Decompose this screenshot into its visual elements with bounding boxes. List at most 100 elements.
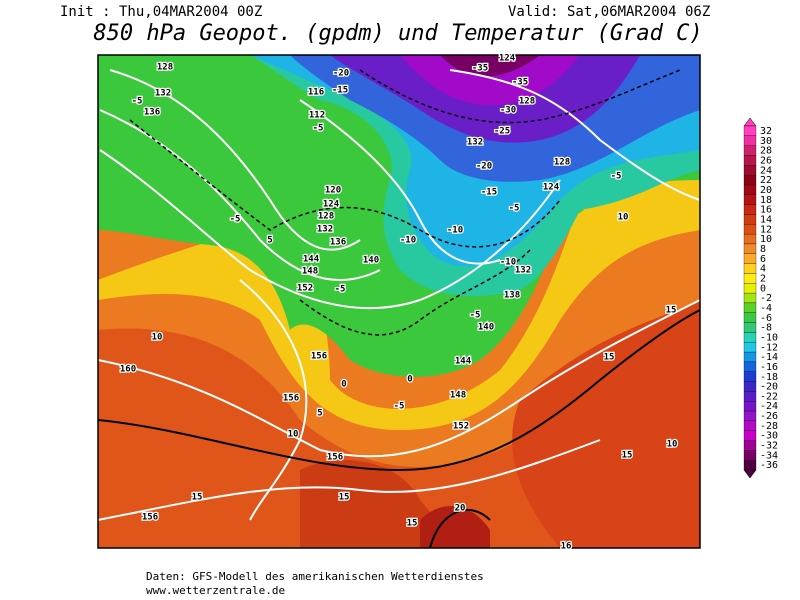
data-source: Daten: GFS-Modell des amerikanischen Wet… [146, 570, 484, 583]
colorbar-swatch [743, 351, 757, 363]
colorbar-swatch [743, 273, 757, 284]
colorbar-label: -22 [760, 391, 778, 402]
colorbar-label: -8 [760, 323, 772, 334]
colorbar-swatch [743, 322, 757, 333]
contour-label: 5 [317, 409, 322, 419]
colorbar-swatch [743, 135, 757, 146]
contour-label: 15 [407, 519, 418, 529]
contour-label: 140 [363, 256, 379, 266]
colorbar-label: 26 [760, 155, 772, 166]
contour-label: 16 [561, 542, 572, 552]
contour-label: 152 [453, 422, 469, 432]
contour-label: 132 [515, 266, 531, 276]
contour-label: -5 [335, 285, 346, 295]
contour-label: 140 [478, 323, 494, 333]
colorbar-swatch [743, 155, 757, 166]
colorbar-swatch [743, 312, 757, 323]
contour-label: 120 [325, 186, 341, 196]
contour-label: 128 [157, 63, 173, 73]
colorbar-label: -26 [760, 411, 778, 422]
contour-label: -5 [611, 172, 622, 182]
contour-label: 156 [327, 453, 343, 463]
contour-label: 132 [467, 138, 483, 148]
colorbar-swatch [743, 430, 757, 441]
contour-label: 124 [543, 183, 560, 193]
colorbar-swatch [743, 283, 757, 294]
contour-label: -10 [400, 236, 416, 246]
contour-label: 128 [554, 158, 570, 168]
contour-label: -5 [394, 402, 405, 412]
colorbar-label: -34 [760, 450, 778, 461]
colorbar-swatch [743, 342, 757, 353]
colorbar-label: 14 [760, 214, 772, 225]
contour-label: -30 [500, 106, 516, 116]
colorbar-swatch [743, 125, 757, 136]
contour-label: -10 [500, 258, 516, 268]
contour-label: 15 [666, 306, 677, 316]
colorbar-label: 18 [760, 195, 772, 206]
contour-label: 160 [120, 365, 136, 375]
contour-label: -20 [333, 69, 349, 79]
contour-label: 10 [152, 333, 163, 343]
colorbar-label: -30 [760, 431, 778, 442]
map-area [98, 55, 700, 548]
colorbar-swatch [743, 184, 757, 195]
init-time: Init : Thu,04MAR2004 00Z [60, 4, 262, 20]
contour-label: 156 [283, 394, 299, 404]
contour-label: 148 [302, 267, 318, 277]
colorbar-swatch [743, 174, 757, 186]
colorbar-label: 30 [760, 136, 772, 147]
colorbar-label: 32 [760, 126, 772, 137]
contour-label: 138 [504, 291, 520, 301]
contour-label: 10 [288, 430, 299, 440]
contour-label: -35 [512, 78, 528, 88]
contour-label: 132 [155, 89, 171, 99]
colorbar-label: 20 [760, 185, 772, 196]
contour-label: 136 [330, 238, 346, 248]
contour-label: 128 [318, 212, 334, 222]
contour-label: 148 [450, 391, 466, 401]
contour-label: 5 [267, 236, 272, 246]
contour-label: 156 [142, 513, 158, 523]
colorbar-label: -2 [760, 293, 772, 304]
contour-label: -5 [509, 204, 520, 214]
contour-label: 0 [341, 380, 346, 390]
valid-time: Valid: Sat,06MAR2004 06Z [508, 4, 710, 20]
map-frame [97, 54, 701, 549]
contour-label: 15 [622, 451, 633, 461]
contour-label: -5 [230, 215, 241, 225]
colorbar-label: 8 [760, 244, 766, 255]
contour-label: 20 [455, 504, 466, 514]
colorbar-label: 4 [760, 264, 766, 275]
colorbar-label: 6 [760, 254, 766, 265]
colorbar-label: -12 [760, 342, 778, 353]
colorbar-swatch [743, 263, 757, 274]
colorbar-swatch [743, 391, 757, 402]
contour-label: 10 [618, 213, 629, 223]
colorbar-swatch [743, 194, 757, 205]
colorbar-swatch [743, 450, 757, 461]
contour-label: -25 [494, 127, 510, 137]
contour-label: 152 [297, 284, 313, 294]
contour-label: 124 [499, 54, 516, 64]
colorbar-swatch [743, 361, 757, 372]
colorbar-top-arrow [743, 117, 757, 127]
colorbar-swatch [743, 224, 757, 235]
contour-label: 156 [311, 352, 327, 362]
colorbar-swatch [743, 292, 757, 304]
contour-label: -20 [476, 162, 492, 172]
contour-label: 112 [309, 111, 325, 121]
contour-label: 128 [519, 97, 535, 107]
colorbar-swatch [743, 214, 757, 225]
contour-label: 144 [455, 357, 472, 367]
contour-label: 136 [144, 108, 160, 118]
colorbar-swatch [743, 165, 757, 176]
contour-label: 0 [407, 375, 412, 385]
colorbar-label: 2 [760, 273, 766, 284]
colorbar-label: -6 [760, 313, 772, 324]
colorbar-label: -18 [760, 372, 778, 383]
colorbar-swatch [743, 401, 757, 412]
